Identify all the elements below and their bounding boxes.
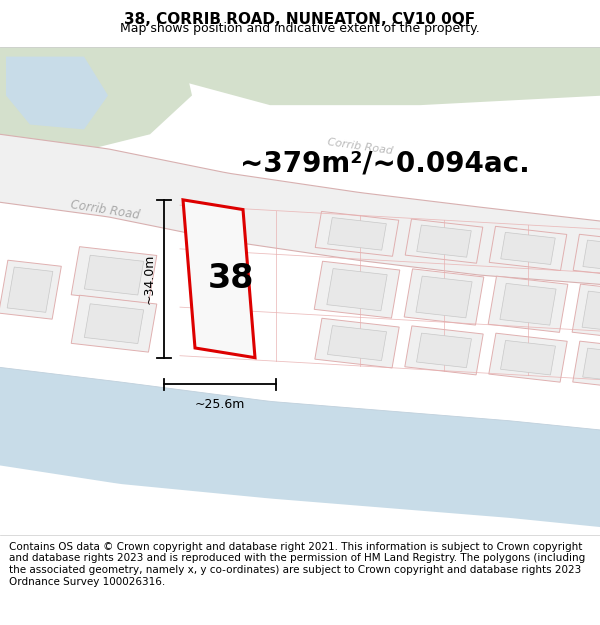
Polygon shape — [168, 42, 600, 105]
Polygon shape — [0, 134, 600, 285]
Polygon shape — [489, 333, 567, 382]
Polygon shape — [315, 318, 399, 368]
Polygon shape — [71, 295, 157, 352]
Text: ~379m²/~0.094ac.: ~379m²/~0.094ac. — [240, 149, 530, 178]
Polygon shape — [327, 269, 387, 311]
Polygon shape — [7, 267, 53, 312]
Text: 38, CORRIB ROAD, NUNEATON, CV10 0QF: 38, CORRIB ROAD, NUNEATON, CV10 0QF — [124, 12, 476, 27]
Polygon shape — [583, 240, 600, 271]
Polygon shape — [500, 341, 556, 375]
Polygon shape — [328, 326, 386, 361]
Text: Map shows position and indicative extent of the property.: Map shows position and indicative extent… — [120, 22, 480, 35]
Polygon shape — [501, 232, 555, 264]
Text: Corrib Road: Corrib Road — [326, 137, 394, 156]
Polygon shape — [488, 276, 568, 332]
Polygon shape — [71, 247, 157, 304]
Polygon shape — [583, 348, 600, 382]
Polygon shape — [328, 217, 386, 250]
Polygon shape — [85, 304, 143, 344]
Text: Corrib Road: Corrib Road — [70, 198, 140, 221]
Text: Contains OS data © Crown copyright and database right 2021. This information is : Contains OS data © Crown copyright and d… — [9, 542, 585, 586]
Polygon shape — [183, 200, 255, 358]
Polygon shape — [0, 368, 600, 528]
Polygon shape — [405, 326, 483, 375]
Polygon shape — [500, 283, 556, 325]
Polygon shape — [416, 333, 472, 367]
Text: ~34.0m: ~34.0m — [142, 254, 155, 304]
Polygon shape — [315, 211, 399, 256]
Polygon shape — [405, 219, 483, 263]
Polygon shape — [0, 42, 192, 154]
Text: 38: 38 — [208, 262, 254, 295]
Polygon shape — [416, 276, 472, 318]
Polygon shape — [404, 269, 484, 325]
Polygon shape — [582, 291, 600, 332]
Polygon shape — [6, 57, 108, 129]
Polygon shape — [572, 284, 600, 339]
Polygon shape — [573, 234, 600, 277]
Polygon shape — [573, 341, 600, 389]
Text: ~25.6m: ~25.6m — [195, 398, 245, 411]
Polygon shape — [417, 225, 471, 258]
Polygon shape — [85, 255, 143, 295]
Polygon shape — [0, 260, 61, 319]
Polygon shape — [489, 226, 567, 271]
Polygon shape — [314, 261, 400, 318]
